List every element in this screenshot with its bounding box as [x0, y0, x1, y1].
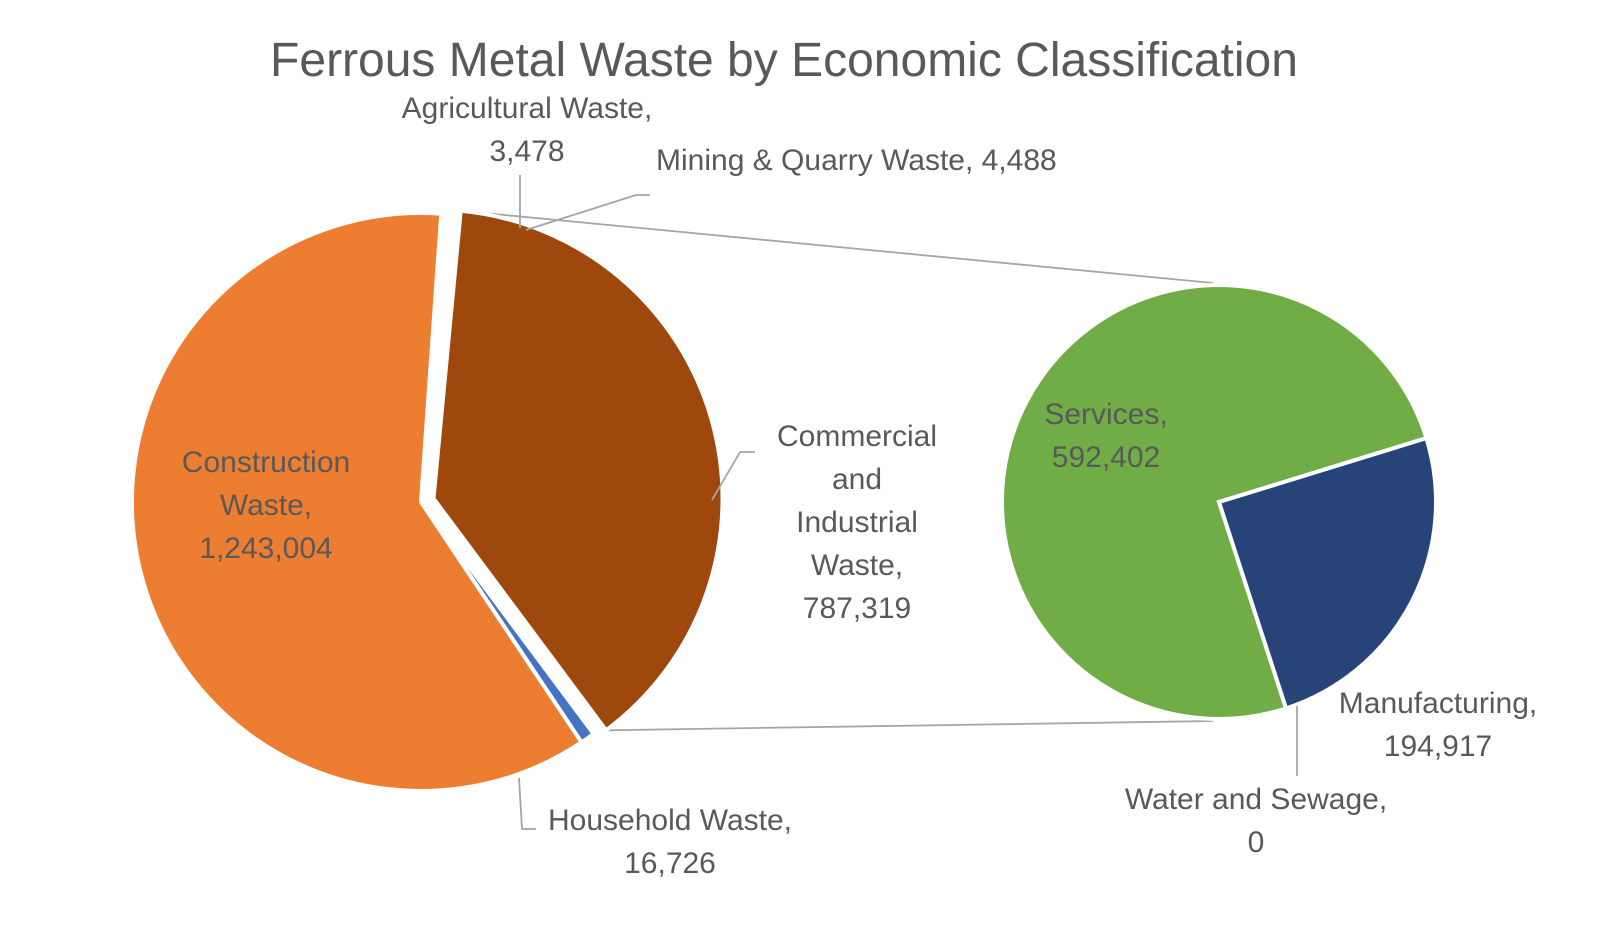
data-label-household-waste: Household Waste, 16,726: [548, 804, 792, 880]
leader-line-mining-quarry-waste: [525, 194, 650, 231]
connector-line-bottom: [606, 720, 1214, 732]
pie-slice-construction-waste: [130, 211, 585, 793]
leader-line-commercial-industrial-waste: [711, 451, 755, 501]
data-label-mining-quarry-waste: Mining & Quarry Waste, 4,488: [656, 144, 1057, 177]
data-label-manufacturing: Manufacturing, 194,917: [1339, 687, 1537, 763]
secondary-slice-manufacturing: [1216, 435, 1438, 711]
data-label-water-and-sewage: Water and Sewage, 0: [1125, 783, 1387, 859]
leader-line-household-waste: [518, 777, 536, 830]
data-label-construction-waste: Construction Waste, 1,243,004: [182, 446, 350, 565]
data-label-agricultural-waste: Agricultural Waste, 3,478: [402, 92, 653, 168]
connector-line-top: [460, 209, 1214, 284]
data-label-commercial-industrial-waste: Commercial and Industrial Waste, 787,319: [777, 420, 937, 625]
secondary-slice-services: [1000, 283, 1429, 721]
chart-title: Ferrous Metal Waste by Economic Classifi…: [270, 34, 1298, 87]
data-label-services: Services, 592,402: [1044, 398, 1167, 474]
pie-slice-commercial-and-industrial-waste: [431, 208, 725, 734]
